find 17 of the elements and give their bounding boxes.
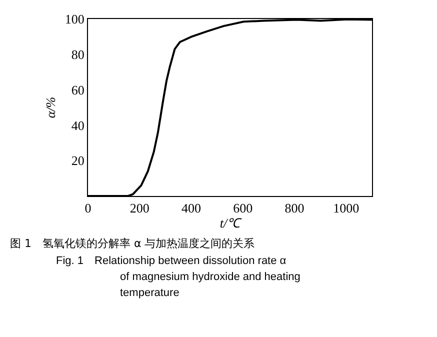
y-tick-label: 60 — [71, 82, 84, 98]
x-tick-label: 800 — [284, 200, 304, 216]
text: temperature — [120, 287, 180, 299]
x-tick-label: 600 — [233, 200, 253, 216]
x-tick-label: 400 — [182, 200, 202, 216]
y-tick-label: 20 — [71, 153, 84, 168]
x-tick-label: 0 — [84, 200, 92, 216]
y-tick-label: 80 — [71, 46, 84, 62]
y-tick-label: 100 — [64, 12, 84, 27]
y-tick-label: 40 — [71, 118, 84, 133]
text: of magnesium hydroxide and heating — [120, 271, 300, 283]
y-axis-title: α/% — [42, 96, 58, 118]
caption: 图 1 氢氧化镁的分解率 α 与加热温度之间的关系 — [10, 237, 255, 250]
x-tick-label: 200 — [130, 200, 150, 216]
x-tick-label: 1000 — [333, 200, 360, 216]
caption: Fig. 1 Relationship between dissolution rate α — [56, 255, 287, 267]
x-axis-title: t/℃ — [220, 216, 242, 231]
